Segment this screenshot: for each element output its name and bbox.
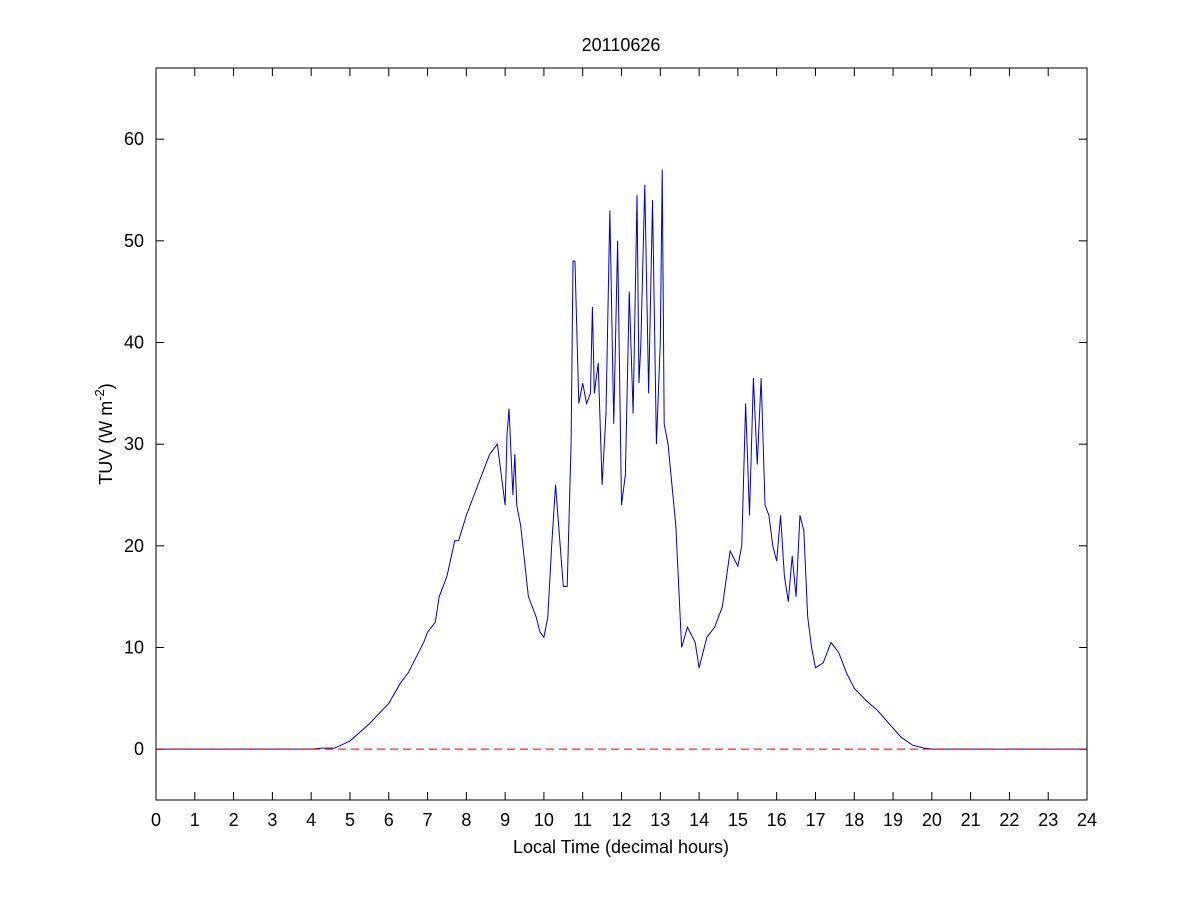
- plot-frame: [155, 67, 1088, 801]
- x-tick-label: 11: [573, 810, 592, 830]
- x-tick-label: 23: [1038, 810, 1058, 830]
- x-tick-label: 0: [151, 810, 161, 830]
- y-label-sup: -2: [92, 389, 107, 401]
- x-tick-label: 16: [767, 810, 787, 830]
- y-tick-label: 20: [124, 536, 144, 556]
- y-axis-label: TUV (W m-2): [92, 383, 116, 485]
- x-tick-label: 10: [534, 810, 554, 830]
- y-tick-label: 40: [124, 333, 144, 353]
- y-tick-label: 50: [124, 231, 144, 251]
- x-tick-label: 14: [689, 810, 709, 830]
- x-tick-label: 9: [500, 810, 510, 830]
- x-tick-label: 1: [190, 810, 200, 830]
- x-tick-label: 2: [229, 810, 239, 830]
- x-tick-label: 13: [650, 810, 670, 830]
- y-tick-label: 10: [124, 638, 144, 658]
- x-tick-label: 8: [461, 810, 471, 830]
- x-tick-label: 4: [306, 810, 316, 830]
- y-tick-label: 60: [124, 129, 144, 149]
- x-tick-label: 20: [922, 810, 942, 830]
- x-tick-label: 12: [611, 810, 631, 830]
- y-tick-label: 30: [124, 434, 144, 454]
- x-tick-label: 3: [267, 810, 277, 830]
- x-tick-label: 18: [844, 810, 864, 830]
- x-tick-label: 17: [805, 810, 825, 830]
- y-tick-label: 0: [134, 739, 144, 759]
- x-tick-label: 24: [1077, 810, 1097, 830]
- x-tick-label: 7: [423, 810, 433, 830]
- data-line: [156, 169, 1087, 750]
- x-tick-label: 6: [384, 810, 394, 830]
- x-tick-label: 19: [883, 810, 903, 830]
- chart-title: 20110626: [582, 35, 661, 55]
- x-tick-label: 21: [961, 810, 981, 830]
- x-axis-label: Local Time (decimal hours): [513, 837, 729, 857]
- x-tick-label: 15: [728, 810, 748, 830]
- x-tick-label: 22: [999, 810, 1019, 830]
- y-label-end: ): [96, 383, 116, 389]
- y-label-base: TUV (W m: [96, 401, 116, 485]
- x-tick-label: 5: [345, 810, 355, 830]
